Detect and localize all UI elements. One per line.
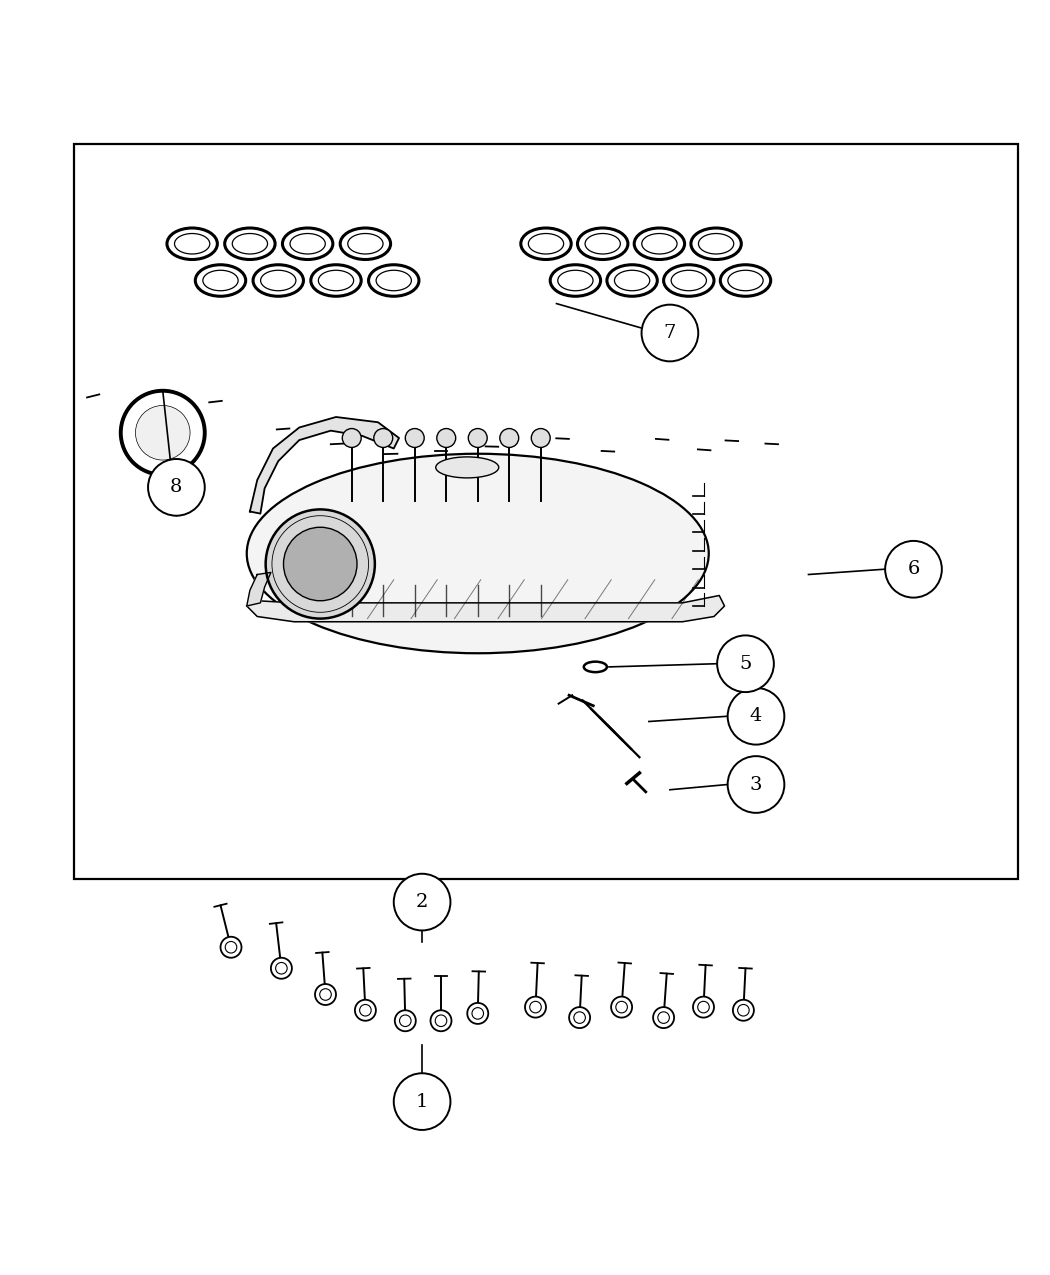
Circle shape	[395, 1010, 416, 1031]
Text: 2: 2	[416, 892, 428, 912]
Circle shape	[266, 510, 375, 618]
Circle shape	[437, 428, 456, 448]
Ellipse shape	[436, 456, 499, 478]
Circle shape	[525, 997, 546, 1017]
Circle shape	[284, 528, 357, 601]
Circle shape	[342, 428, 361, 448]
Circle shape	[271, 958, 292, 979]
Text: 5: 5	[739, 655, 752, 673]
Circle shape	[642, 305, 698, 361]
Text: 6: 6	[907, 560, 920, 579]
Text: 8: 8	[170, 478, 183, 496]
Circle shape	[728, 688, 784, 745]
Circle shape	[733, 1000, 754, 1021]
Circle shape	[355, 1000, 376, 1021]
Text: 3: 3	[750, 775, 762, 793]
Circle shape	[405, 428, 424, 448]
Circle shape	[468, 428, 487, 448]
Circle shape	[653, 1007, 674, 1028]
Circle shape	[394, 873, 450, 931]
Polygon shape	[247, 572, 271, 606]
Circle shape	[885, 541, 942, 598]
Circle shape	[611, 997, 632, 1017]
Circle shape	[693, 997, 714, 1017]
Text: 7: 7	[664, 324, 676, 342]
Bar	[74, 144, 1018, 878]
Circle shape	[148, 459, 205, 515]
Circle shape	[728, 756, 784, 813]
Text: 1: 1	[416, 1093, 428, 1111]
Circle shape	[135, 405, 190, 460]
Circle shape	[394, 1074, 450, 1130]
Circle shape	[374, 428, 393, 448]
Circle shape	[315, 984, 336, 1005]
Circle shape	[220, 937, 242, 958]
Circle shape	[569, 1007, 590, 1028]
Polygon shape	[250, 417, 399, 514]
Polygon shape	[247, 595, 724, 622]
Text: 4: 4	[750, 708, 762, 725]
Circle shape	[717, 635, 774, 692]
Circle shape	[467, 1003, 488, 1024]
Circle shape	[531, 428, 550, 448]
Circle shape	[500, 428, 519, 448]
Ellipse shape	[247, 454, 709, 653]
Circle shape	[430, 1010, 452, 1031]
